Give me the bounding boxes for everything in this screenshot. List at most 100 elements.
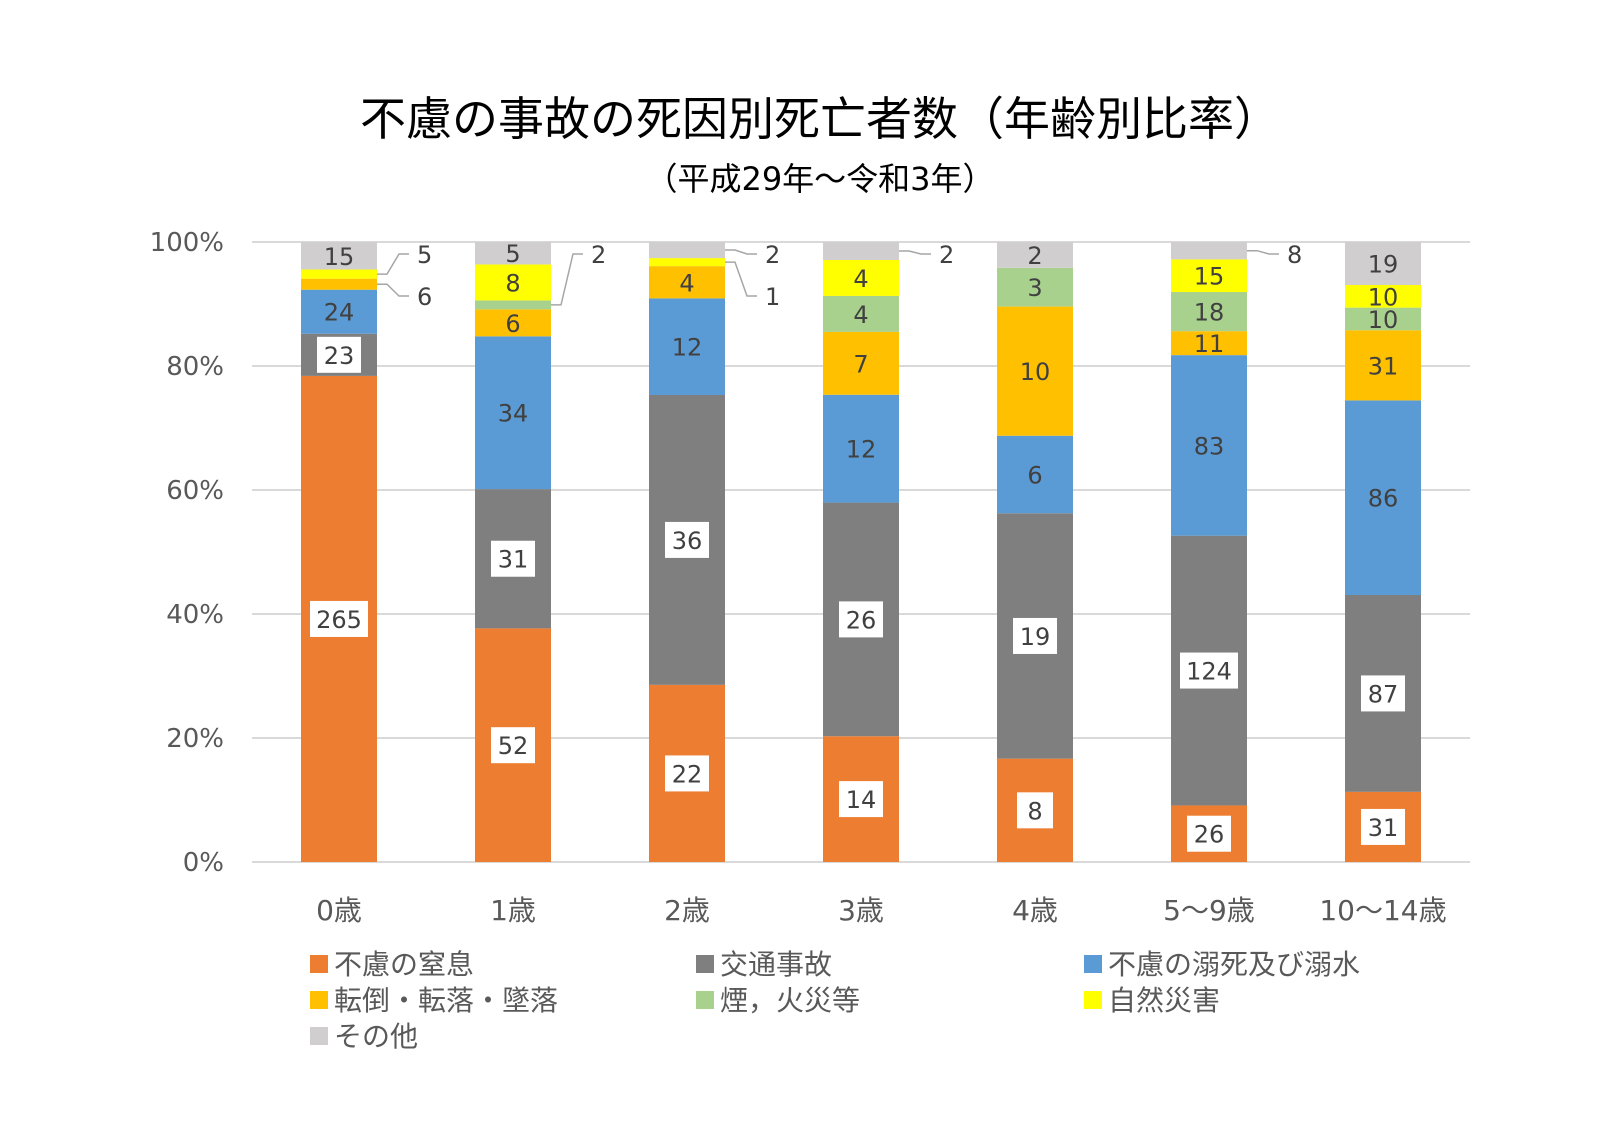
- callout-label: 2: [765, 241, 780, 269]
- y-tick-label: 80%: [166, 352, 224, 382]
- y-tick-label: 100%: [150, 228, 224, 258]
- x-category-label: 10～14歳: [1319, 894, 1446, 927]
- data-label: 2: [1027, 242, 1042, 270]
- data-label: 10: [1368, 283, 1399, 311]
- bar-segment: [475, 242, 551, 265]
- data-label-box: [491, 727, 535, 764]
- bar-segment: [475, 309, 551, 337]
- callout-leader: [377, 253, 409, 275]
- data-label: 34: [498, 400, 529, 428]
- legend-label: 不慮の窒息: [334, 948, 474, 981]
- bar-segment: [301, 242, 377, 270]
- bar-segment: [1171, 355, 1247, 536]
- legend-label: 自然災害: [1108, 984, 1220, 1017]
- data-label: 31: [1368, 814, 1399, 842]
- data-label: 5: [505, 240, 520, 268]
- data-label: 6: [505, 310, 520, 338]
- legend-swatch: [696, 991, 714, 1009]
- data-label: 26: [846, 606, 877, 634]
- data-label: 12: [672, 334, 703, 362]
- data-label: 19: [1020, 623, 1051, 651]
- data-label: 31: [498, 546, 529, 574]
- bar-segment: [823, 295, 899, 332]
- data-label: 10: [1020, 358, 1051, 386]
- callout-label: 2: [939, 241, 954, 269]
- legend-swatch: [310, 1027, 328, 1045]
- data-label: 83: [1194, 432, 1225, 460]
- data-label: 4: [679, 269, 694, 297]
- callout-label: 1: [765, 283, 780, 311]
- data-label: 15: [1194, 263, 1225, 291]
- x-category-label: 4歳: [1012, 894, 1058, 927]
- callout-leader: [725, 261, 757, 297]
- callout-label: 8: [1287, 241, 1302, 269]
- bar-segment: [1171, 292, 1247, 332]
- x-category-label: 3歳: [838, 894, 884, 927]
- data-label: 15: [324, 243, 355, 271]
- bar-segment: [997, 242, 1073, 268]
- data-label-box: [665, 521, 709, 558]
- callout-label: 5: [417, 241, 432, 269]
- chart-subtitle: （平成29年～令和3年）: [645, 160, 994, 198]
- bar-segment: [1171, 331, 1247, 356]
- data-label: 31: [1368, 352, 1399, 380]
- x-axis-category-labels: 0歳 1歳 2歳 3歳 4歳 5～9歳 10～14歳: [316, 894, 1447, 927]
- bar-segment: [475, 264, 551, 301]
- bar-segment: [997, 267, 1073, 307]
- bar-segment: [1171, 242, 1247, 260]
- callout-leader: [725, 249, 757, 255]
- bar-segment: [1345, 307, 1421, 331]
- data-label: 7: [853, 350, 868, 378]
- bar-segment: [649, 266, 725, 299]
- legend-swatch: [310, 991, 328, 1009]
- data-label: 8: [505, 269, 520, 297]
- data-label-box: [1013, 617, 1057, 654]
- x-category-label: 0歳: [316, 894, 362, 927]
- bar-segment: [301, 278, 377, 290]
- bar-segment: [1345, 242, 1421, 285]
- data-label: 4: [853, 301, 868, 329]
- callout-leader: [1247, 249, 1279, 255]
- bar-segment: [475, 300, 551, 310]
- bar-segment: [997, 435, 1073, 514]
- data-label-box: [317, 336, 361, 373]
- data-label: 4: [853, 265, 868, 293]
- x-category-label: 1歳: [490, 894, 536, 927]
- y-tick-label: 40%: [166, 600, 224, 630]
- legend-swatch: [1084, 955, 1102, 973]
- bar-segment: [823, 331, 899, 395]
- data-label: 87: [1368, 680, 1399, 708]
- legend-swatch: [310, 955, 328, 973]
- data-label-box: [665, 755, 709, 792]
- legend-label: その他: [334, 1020, 418, 1053]
- y-tick-label: 0%: [183, 848, 224, 878]
- data-label: 23: [324, 342, 355, 370]
- data-label-box: [1180, 652, 1238, 689]
- callout-label: 6: [417, 283, 432, 311]
- data-label-box: [1361, 808, 1405, 845]
- x-category-label: 2歳: [664, 894, 710, 927]
- data-label: 52: [498, 732, 529, 760]
- data-label: 22: [672, 760, 703, 788]
- data-label: 36: [672, 527, 703, 555]
- data-label: 6: [1027, 462, 1042, 490]
- y-axis-tick-labels: 0% 20% 40% 60% 80% 100%: [150, 228, 224, 878]
- bar-segment: [1345, 284, 1421, 308]
- x-category-label: 5～9歳: [1163, 894, 1255, 927]
- data-label: 18: [1194, 299, 1225, 327]
- chart-title: 不慮の事故の死因別死亡者数（年齢別比率）: [360, 92, 1280, 146]
- y-tick-label: 20%: [166, 724, 224, 754]
- legend-label: 不慮の溺死及び溺水: [1108, 948, 1360, 981]
- bar-segment: [301, 269, 377, 279]
- data-label-box: [839, 601, 883, 638]
- bar-segment: [997, 306, 1073, 436]
- data-label: 14: [846, 786, 877, 814]
- legend-swatch: [696, 955, 714, 973]
- data-label: 3: [1027, 274, 1042, 302]
- legend-label: 交通事故: [720, 948, 832, 981]
- data-label: 265: [316, 606, 362, 634]
- data-label: 11: [1194, 330, 1225, 358]
- legend-swatch: [1084, 991, 1102, 1009]
